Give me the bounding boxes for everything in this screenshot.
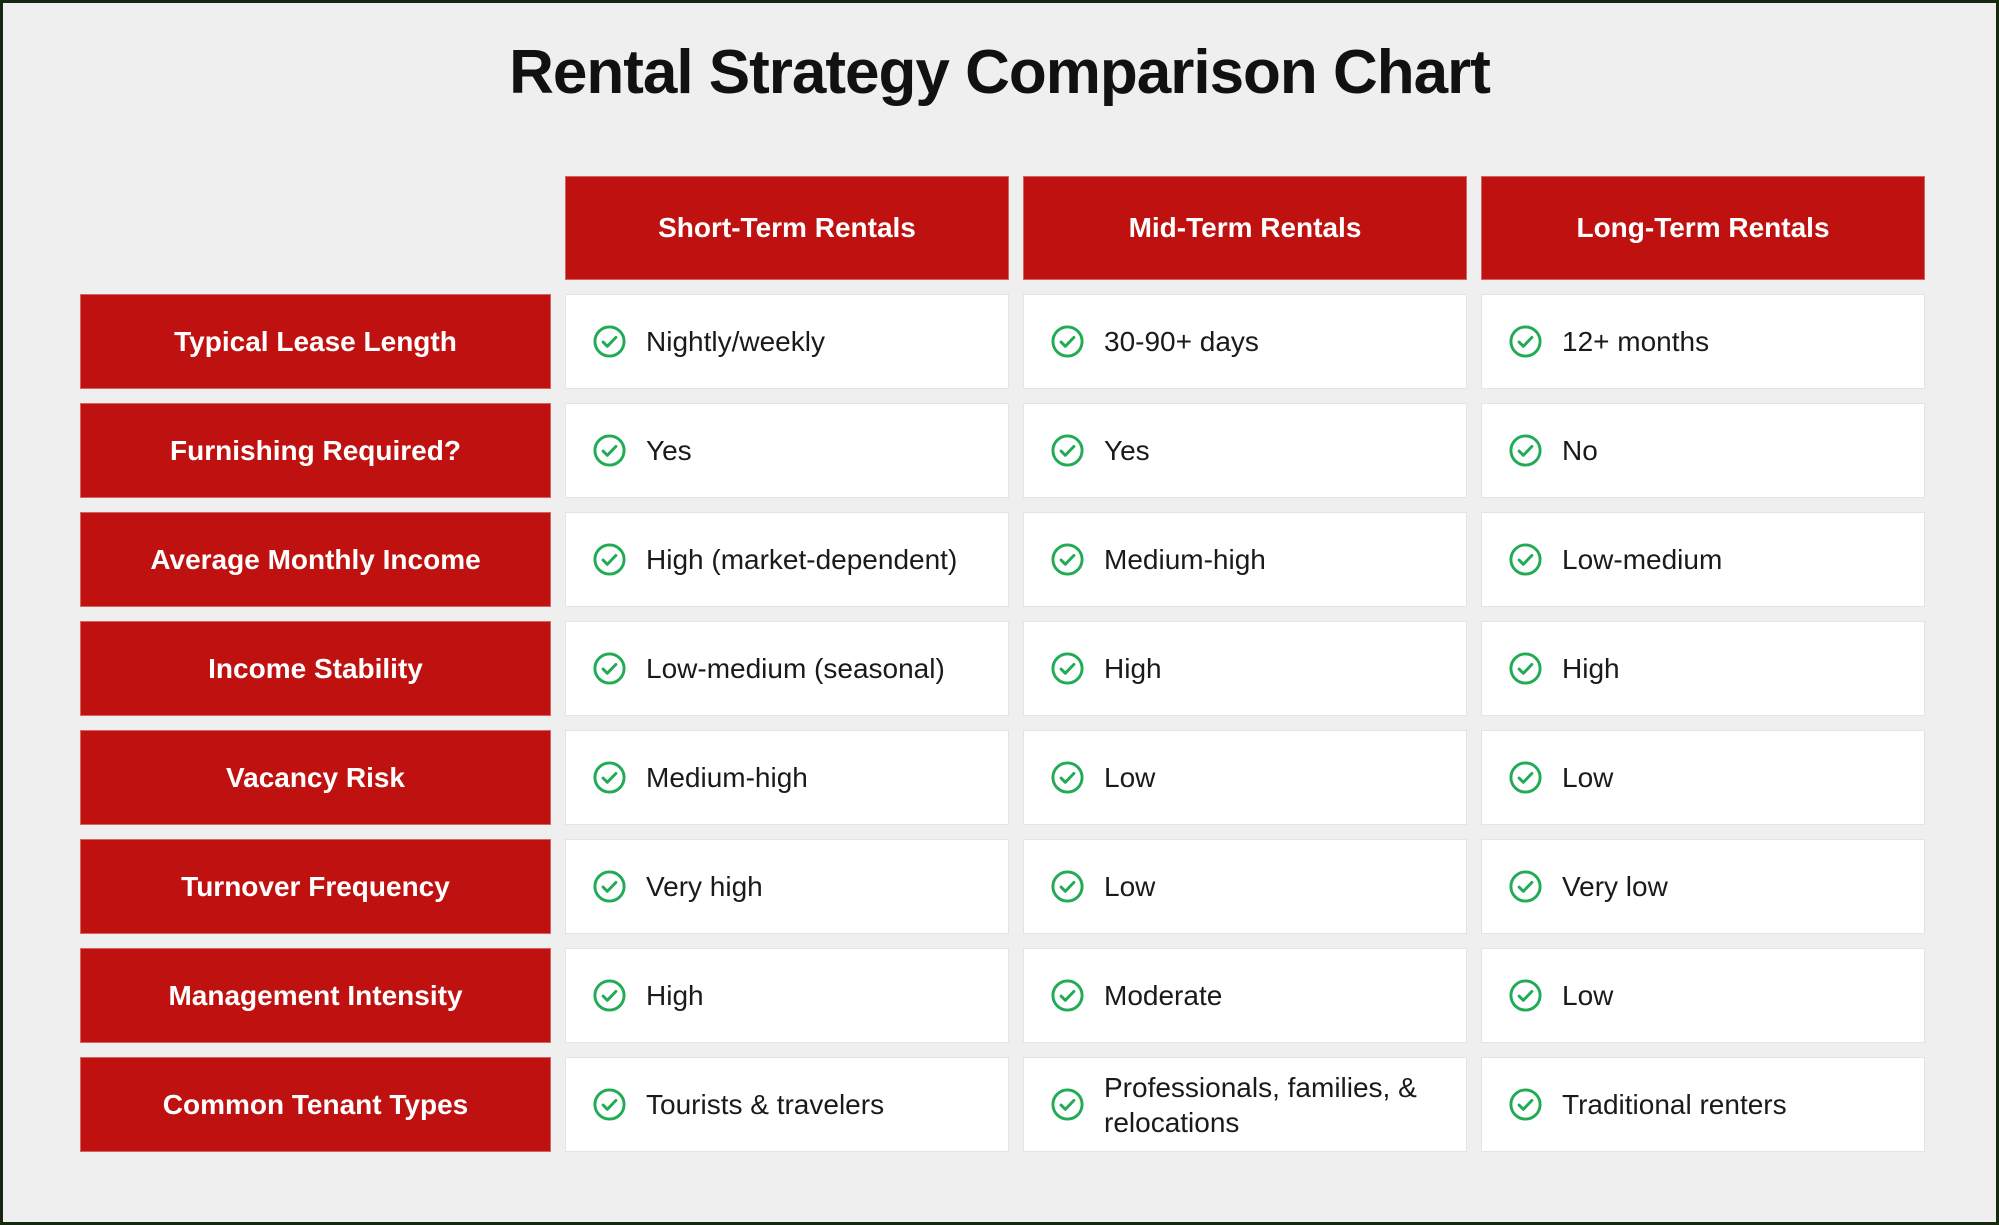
- row-label-turnover-frequency: Turnover Frequency: [80, 839, 551, 934]
- check-circle-icon: [1050, 1087, 1085, 1122]
- row-label-typical-lease-length: Typical Lease Length: [80, 294, 551, 389]
- check-circle-icon: [1508, 869, 1543, 904]
- check-circle-icon: [1508, 651, 1543, 686]
- cell-value: 12+ months: [1562, 326, 1710, 357]
- table-cell: Low-medium (seasonal): [565, 621, 1009, 716]
- table-cell: Low: [1023, 839, 1467, 934]
- cell-value: Medium-high: [646, 762, 808, 793]
- column-header-long-term: Long-Term Rentals: [1481, 176, 1925, 280]
- comparison-table: Short-Term Rentals Mid-Term Rentals Long…: [80, 176, 1925, 1152]
- check-circle-icon: [1050, 978, 1085, 1013]
- cell-value: Low: [1104, 762, 1156, 793]
- column-header-mid-term: Mid-Term Rentals: [1023, 176, 1467, 280]
- check-circle-icon: [1508, 542, 1543, 577]
- check-circle-icon: [1508, 433, 1543, 468]
- cell-value: Moderate: [1104, 980, 1223, 1011]
- table-cell: Yes: [565, 403, 1009, 498]
- check-circle-icon: [1050, 760, 1085, 795]
- cell-value: Traditional renters: [1562, 1089, 1787, 1120]
- check-circle-icon: [592, 324, 627, 359]
- check-circle-icon: [592, 542, 627, 577]
- table-cell: Yes: [1023, 403, 1467, 498]
- check-circle-icon: [592, 433, 627, 468]
- table-cell: No: [1481, 403, 1925, 498]
- table-cell: Moderate: [1023, 948, 1467, 1043]
- table-cell: Tourists & travelers: [565, 1057, 1009, 1152]
- cell-value: High: [1104, 653, 1162, 684]
- check-circle-icon: [1050, 542, 1085, 577]
- row-label-furnishing-required: Furnishing Required?: [80, 403, 551, 498]
- column-header-short-term: Short-Term Rentals: [565, 176, 1009, 280]
- cell-value: Low-medium: [1562, 544, 1723, 575]
- table-cell: 30-90+ days: [1023, 294, 1467, 389]
- cell-value: Very high: [646, 871, 763, 902]
- table-cell: Very low: [1481, 839, 1925, 934]
- table-cell: High: [1481, 621, 1925, 716]
- row-label-average-monthly-income: Average Monthly Income: [80, 512, 551, 607]
- table-cell: Low: [1481, 948, 1925, 1043]
- row-label-management-intensity: Management Intensity: [80, 948, 551, 1043]
- table-cell: 12+ months: [1481, 294, 1925, 389]
- cell-value: Professionals, families, & relocations: [1104, 1071, 1417, 1138]
- cell-value: Low: [1562, 762, 1614, 793]
- check-circle-icon: [1508, 324, 1543, 359]
- table-cell: Low: [1481, 730, 1925, 825]
- cell-value: Low-medium (seasonal): [646, 653, 945, 684]
- check-circle-icon: [592, 869, 627, 904]
- table-cell: Very high: [565, 839, 1009, 934]
- table-cell: Low-medium: [1481, 512, 1925, 607]
- check-circle-icon: [1508, 978, 1543, 1013]
- cell-value: Low: [1562, 980, 1614, 1011]
- cell-value: High (market-dependent): [646, 544, 958, 575]
- check-circle-icon: [1050, 651, 1085, 686]
- corner-spacer: [80, 176, 551, 280]
- cell-value: Tourists & travelers: [646, 1089, 885, 1120]
- table-cell: Low: [1023, 730, 1467, 825]
- cell-value: Low: [1104, 871, 1156, 902]
- row-label-common-tenant-types: Common Tenant Types: [80, 1057, 551, 1152]
- table-cell: Nightly/weekly: [565, 294, 1009, 389]
- cell-value: Medium-high: [1104, 544, 1266, 575]
- row-label-income-stability: Income Stability: [80, 621, 551, 716]
- check-circle-icon: [1508, 1087, 1543, 1122]
- check-circle-icon: [1050, 433, 1085, 468]
- check-circle-icon: [1050, 869, 1085, 904]
- cell-value: Very low: [1562, 871, 1668, 902]
- table-cell: High: [1023, 621, 1467, 716]
- page-title: Rental Strategy Comparison Chart: [509, 38, 1491, 107]
- cell-value: Nightly/weekly: [646, 326, 825, 357]
- check-circle-icon: [592, 978, 627, 1013]
- row-label-vacancy-risk: Vacancy Risk: [80, 730, 551, 825]
- check-circle-icon: [592, 1087, 627, 1122]
- table-cell: Traditional renters: [1481, 1057, 1925, 1152]
- cell-value: No: [1562, 435, 1598, 466]
- check-circle-icon: [1508, 760, 1543, 795]
- table-cell: High: [565, 948, 1009, 1043]
- table-cell: Professionals, families, & relocations: [1023, 1057, 1467, 1152]
- cell-value: High: [646, 980, 704, 1011]
- check-circle-icon: [1050, 324, 1085, 359]
- cell-value: High: [1562, 653, 1620, 684]
- table-cell: High (market-dependent): [565, 512, 1009, 607]
- table-cell: Medium-high: [1023, 512, 1467, 607]
- cell-value: 30-90+ days: [1104, 326, 1259, 357]
- check-circle-icon: [592, 760, 627, 795]
- cell-value: Yes: [1104, 435, 1150, 466]
- table-cell: Medium-high: [565, 730, 1009, 825]
- check-circle-icon: [592, 651, 627, 686]
- cell-value: Yes: [646, 435, 692, 466]
